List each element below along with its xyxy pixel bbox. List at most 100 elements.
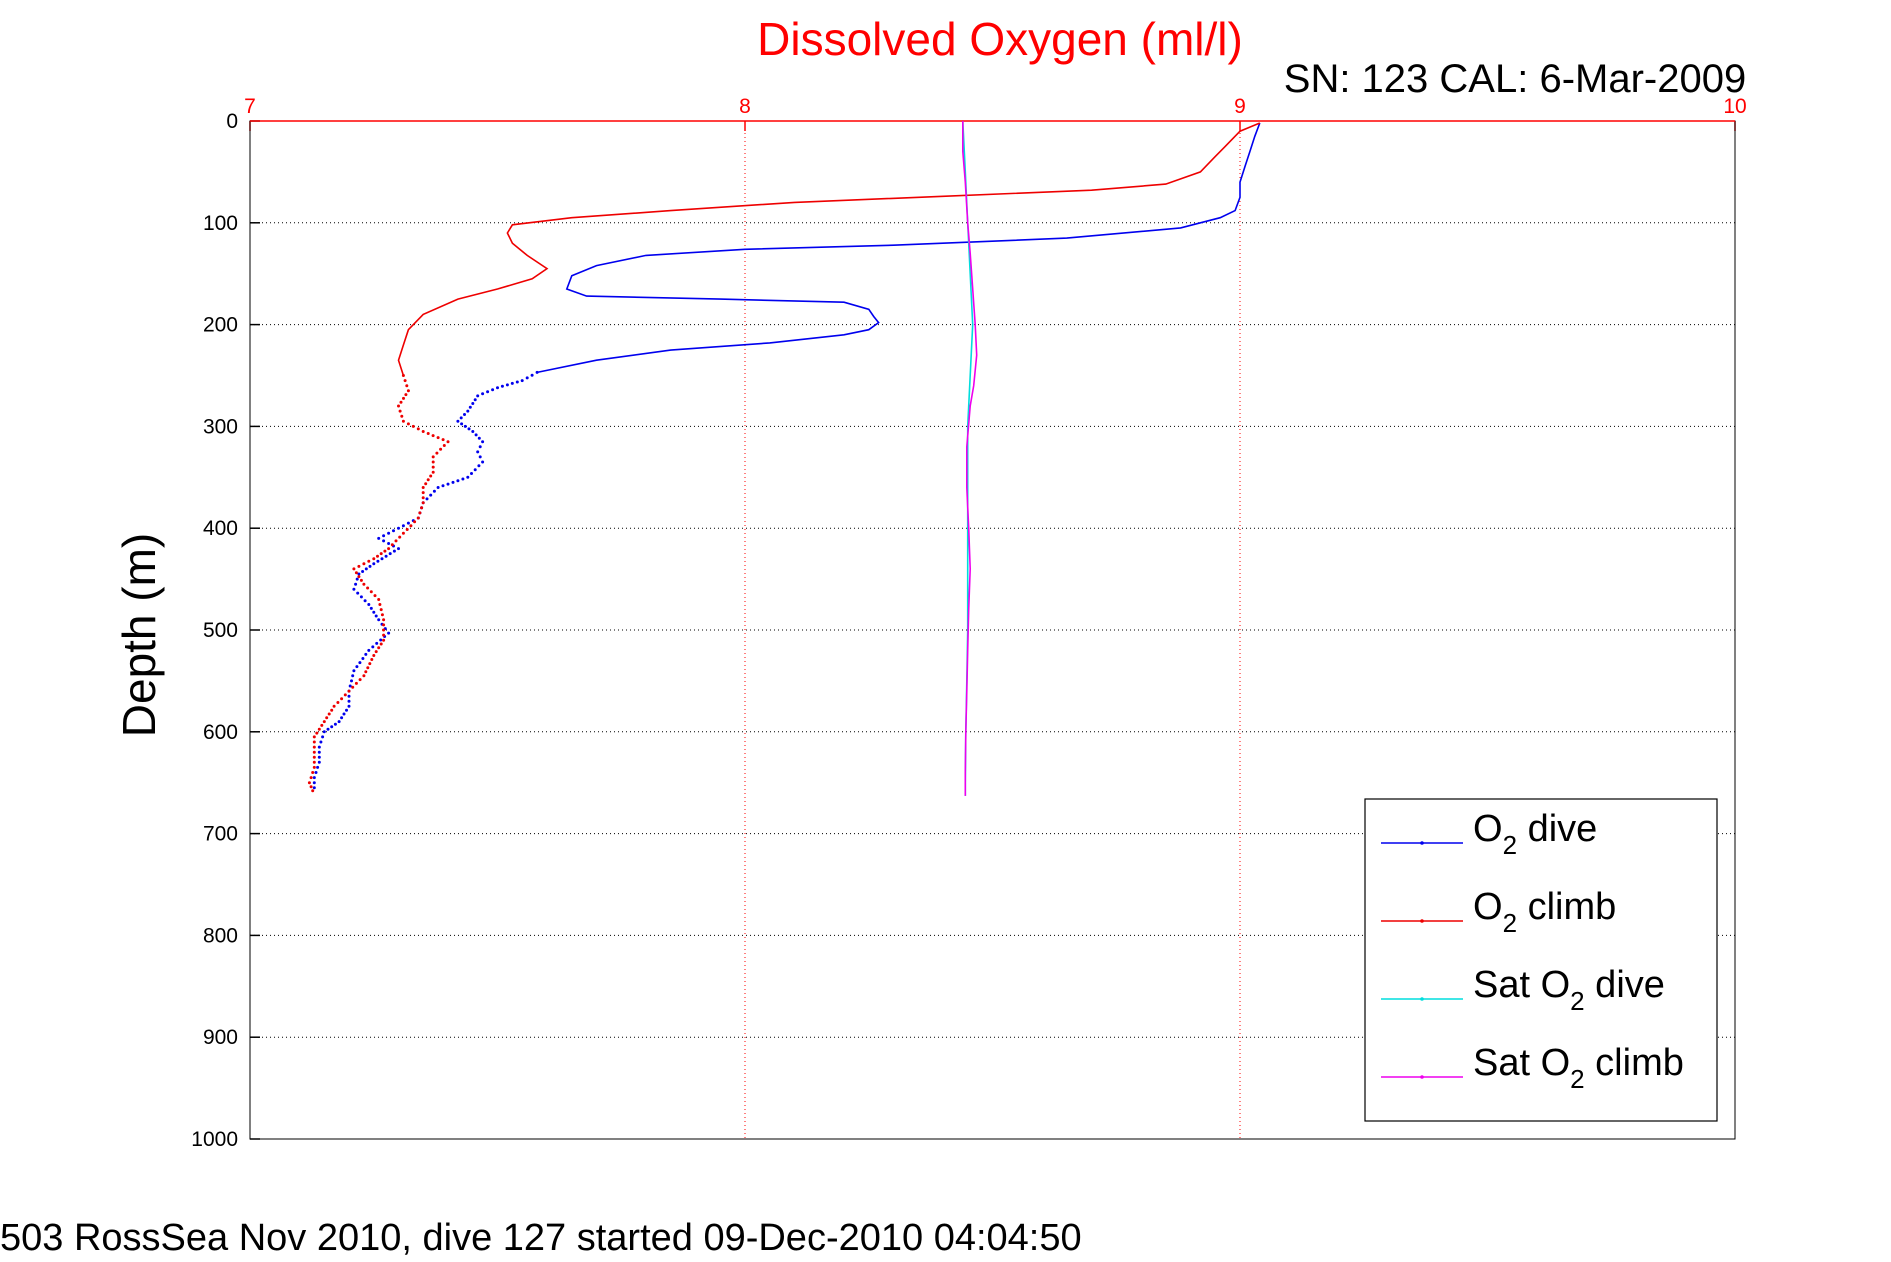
data-point xyxy=(436,436,440,440)
data-point xyxy=(317,750,321,754)
data-point xyxy=(364,652,368,656)
x-tick-label: 8 xyxy=(739,95,751,118)
data-point xyxy=(312,781,316,785)
data-point xyxy=(376,559,380,563)
series-layer xyxy=(307,120,1261,796)
y-tick-label: 200 xyxy=(203,314,238,337)
data-point xyxy=(405,384,409,388)
y-tick-label: 300 xyxy=(203,415,238,438)
data-point xyxy=(390,543,394,547)
data-point xyxy=(317,760,321,764)
data-point xyxy=(473,468,477,472)
data-point xyxy=(520,379,524,383)
data-point xyxy=(515,380,519,384)
data-point xyxy=(345,708,348,712)
data-point xyxy=(358,661,362,665)
data-point xyxy=(336,701,340,704)
data-point xyxy=(382,618,386,622)
data-point xyxy=(372,610,376,614)
y-tick-label: 400 xyxy=(203,517,238,540)
data-point xyxy=(392,529,395,533)
data-point xyxy=(478,445,482,449)
data-point xyxy=(460,422,464,426)
legend-swatch-marker xyxy=(1420,1075,1424,1079)
data-point xyxy=(377,646,381,650)
footer-caption: 503 RossSea Nov 2010, dive 127 started 0… xyxy=(0,1217,1082,1259)
data-point xyxy=(387,631,391,635)
data-point xyxy=(382,638,386,642)
data-point xyxy=(466,409,470,413)
data-point xyxy=(411,424,415,428)
data-point xyxy=(352,669,356,673)
data-point xyxy=(500,384,504,388)
data-point xyxy=(342,712,346,716)
data-point xyxy=(429,474,433,478)
data-point xyxy=(364,567,368,571)
data-point xyxy=(327,712,331,716)
data-point xyxy=(510,381,514,385)
legend-swatch-marker xyxy=(1420,997,1424,1001)
data-point xyxy=(380,557,384,561)
data-point xyxy=(384,554,388,558)
data-point xyxy=(368,564,372,568)
data-point xyxy=(401,419,405,423)
data-point xyxy=(347,694,351,698)
data-point xyxy=(442,444,446,447)
data-point xyxy=(352,587,356,591)
data-point xyxy=(481,392,485,396)
legend-entry-label: Sat O2 dive xyxy=(1473,964,1665,1016)
data-point xyxy=(363,599,367,603)
data-point xyxy=(357,564,361,568)
data-point xyxy=(366,666,370,670)
data-point xyxy=(362,674,366,678)
data-point xyxy=(337,720,341,724)
data-point xyxy=(343,693,347,697)
data-point xyxy=(478,455,482,459)
data-point xyxy=(398,409,402,413)
data-point xyxy=(379,638,383,642)
data-point xyxy=(466,475,470,479)
data-point xyxy=(312,755,316,759)
data-point xyxy=(382,623,386,627)
data-point xyxy=(461,477,465,481)
data-point xyxy=(361,657,365,660)
data-point xyxy=(312,786,316,790)
data-point xyxy=(400,414,404,418)
data-point xyxy=(372,562,376,566)
y-axis-label: Depth (m) xyxy=(113,533,165,737)
data-point xyxy=(436,486,440,489)
data-point xyxy=(467,427,471,431)
data-point xyxy=(351,685,355,689)
data-point xyxy=(317,755,321,759)
legend-entry-label: Sat O2 climb xyxy=(1473,1042,1684,1094)
data-point xyxy=(362,562,366,566)
data-point xyxy=(354,571,358,575)
chart-title: Dissolved Oxygen (ml/l) xyxy=(757,13,1243,65)
data-point xyxy=(372,557,376,561)
y-tick-label: 500 xyxy=(203,619,238,642)
series-sat-o2-climb xyxy=(962,121,978,796)
data-point xyxy=(471,430,475,433)
data-point xyxy=(376,554,379,558)
data-point xyxy=(370,658,374,661)
data-point xyxy=(315,731,319,735)
data-point xyxy=(377,536,381,540)
data-point xyxy=(317,727,321,731)
data-point xyxy=(347,704,351,708)
legend-swatch-marker xyxy=(1420,841,1424,845)
data-point xyxy=(369,590,373,594)
data-point xyxy=(477,464,481,468)
data-point xyxy=(394,539,398,543)
data-point xyxy=(435,451,439,455)
series-line xyxy=(397,122,1261,376)
data-point xyxy=(352,567,356,571)
data-point xyxy=(317,745,321,749)
data-point xyxy=(377,598,381,601)
y-tick-label: 0 xyxy=(226,110,238,133)
data-point xyxy=(456,479,460,483)
data-point xyxy=(325,716,329,720)
x-tick-label: 7 xyxy=(244,95,256,118)
data-point xyxy=(486,390,490,394)
data-point xyxy=(309,776,313,780)
data-point xyxy=(429,493,433,497)
